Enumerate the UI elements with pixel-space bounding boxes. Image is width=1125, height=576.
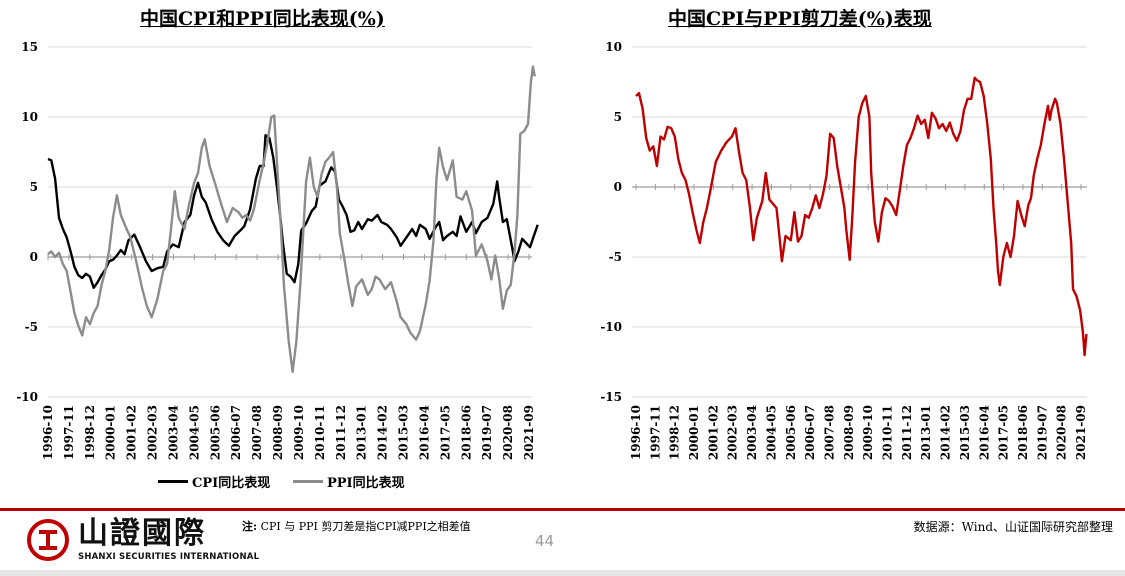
right-xtick-label-14: 2011-12 <box>900 405 914 460</box>
right-xtick-label-15: 2013-01 <box>919 405 933 460</box>
left-series-line-0 <box>47 133 539 289</box>
left-ytick-label-5: -10 <box>16 390 38 404</box>
right-ytick-label-2: 0 <box>614 180 622 194</box>
right-xtick-label-8: 2005-06 <box>784 405 798 460</box>
footer-divider <box>0 508 1125 511</box>
left-xtick-label-9: 2006-07 <box>229 405 243 460</box>
right-series-line-0 <box>635 76 1088 357</box>
company-logo: 山證國際 SHANXI SECURITIES INTERNATIONAL <box>26 518 259 562</box>
logo-chinese-name: 山證國際 <box>78 516 206 551</box>
left-xtick-label-4: 2001-02 <box>125 405 139 460</box>
right-xtick-label-10: 2007-08 <box>822 405 836 460</box>
left-chart-title: 中国CPI和PPI同比表现(%) <box>140 8 385 30</box>
left-xtick-label-13: 2010-11 <box>313 405 327 460</box>
left-xtick-label-0: 1996-10 <box>41 405 55 460</box>
left-xtick-label-8: 2005-06 <box>208 405 222 460</box>
left-xtick-label-3: 2000-01 <box>104 405 118 460</box>
footnote-prefix: 注: <box>242 520 258 533</box>
left-xtick-label-12: 2009-10 <box>292 405 306 460</box>
right-xtick-label-18: 2016-04 <box>977 405 991 460</box>
right-xtick-label-21: 2019-07 <box>1035 405 1049 460</box>
right-xtick-label-22: 2020-08 <box>1055 405 1069 460</box>
logo-english-name: SHANXI SECURITIES INTERNATIONAL <box>78 552 260 562</box>
legend-ppi-label: PPI同比表现 <box>327 476 405 491</box>
right-xtick-label-1: 1997-11 <box>648 405 662 460</box>
left-xtick-label-14: 2011-12 <box>334 405 348 460</box>
legend-ppi: PPI同比表现 <box>293 472 405 491</box>
logo-emblem-icon <box>27 519 69 561</box>
right-xtick-label-2: 1998-12 <box>668 405 682 460</box>
right-xtick-label-20: 2018-06 <box>1016 405 1030 460</box>
right-xtick-label-19: 2017-05 <box>997 405 1011 460</box>
left-ytick-label-0: 15 <box>21 40 38 54</box>
left-xtick-label-21: 2019-07 <box>480 405 494 460</box>
left-ytick-label-4: -5 <box>25 320 38 334</box>
left-xtick-label-6: 2003-04 <box>166 405 180 460</box>
left-xtick-label-19: 2017-05 <box>438 405 452 460</box>
left-ytick-label-1: 10 <box>21 110 38 124</box>
right-xtick-label-16: 2014-02 <box>939 405 953 460</box>
left-xtick-label-11: 2008-09 <box>271 405 285 460</box>
left-xtick-label-10: 2007-08 <box>250 405 264 460</box>
left-xtick-label-17: 2015-03 <box>397 405 411 460</box>
right-xtick-label-12: 2009-10 <box>861 405 875 460</box>
right-xtick-label-0: 1996-10 <box>629 405 643 460</box>
legend-cpi-label: CPI同比表现 <box>192 476 271 491</box>
left-ytick-label-2: 5 <box>30 180 38 194</box>
right-xtick-label-9: 2006-07 <box>803 405 817 460</box>
left-xtick-label-23: 2021-09 <box>522 405 536 460</box>
left-series-line-1 <box>47 65 536 373</box>
right-xtick-label-3: 2000-01 <box>687 405 701 460</box>
right-xtick-label-5: 2002-03 <box>726 405 740 460</box>
right-xtick-label-17: 2015-03 <box>958 405 972 460</box>
page-number: 44 <box>535 532 555 550</box>
right-xtick-label-4: 2001-02 <box>706 405 720 460</box>
left-xtick-label-2: 1998-12 <box>83 405 97 460</box>
right-ytick-label-3: -5 <box>609 250 622 264</box>
footnote-text: CPI 与 PPI 剪刀差是指CPI减PPI之相差值 <box>260 520 471 533</box>
footnote: 注: CPI 与 PPI 剪刀差是指CPI减PPI之相差值 <box>242 518 471 534</box>
left-xtick-label-5: 2002-03 <box>146 405 160 460</box>
left-ytick-label-3: 0 <box>30 250 38 264</box>
legend-cpi: CPI同比表现 <box>158 472 270 491</box>
right-ytick-label-4: -10 <box>600 320 622 334</box>
right-xtick-label-23: 2021-09 <box>1074 405 1088 460</box>
left-xtick-label-15: 2013-01 <box>355 405 369 460</box>
data-source: 数据源：Wind、山证国际研究部整理 <box>913 520 1113 534</box>
left-xtick-label-16: 2014-02 <box>376 405 390 460</box>
right-xtick-label-11: 2008-09 <box>842 405 856 460</box>
right-chart-title: 中国CPI与PPI剪刀差(%)表现 <box>668 8 932 30</box>
right-ytick-label-0: 10 <box>605 40 622 54</box>
bottom-band <box>0 570 1125 576</box>
right-ytick-label-5: -15 <box>600 390 622 404</box>
legend-cpi-swatch <box>158 480 188 483</box>
left-xtick-label-22: 2020-08 <box>501 405 515 460</box>
right-ytick-label-1: 5 <box>614 110 622 124</box>
right-xtick-label-7: 2004-05 <box>764 405 778 460</box>
left-xtick-label-1: 1997-11 <box>62 405 76 460</box>
left-xtick-label-18: 2016-04 <box>417 405 431 460</box>
left-xtick-label-20: 2018-06 <box>459 405 473 460</box>
left-xtick-label-7: 2004-05 <box>187 405 201 460</box>
right-xtick-label-6: 2003-04 <box>745 405 759 460</box>
right-xtick-label-13: 2010-11 <box>881 405 895 460</box>
legend-ppi-swatch <box>293 480 323 483</box>
